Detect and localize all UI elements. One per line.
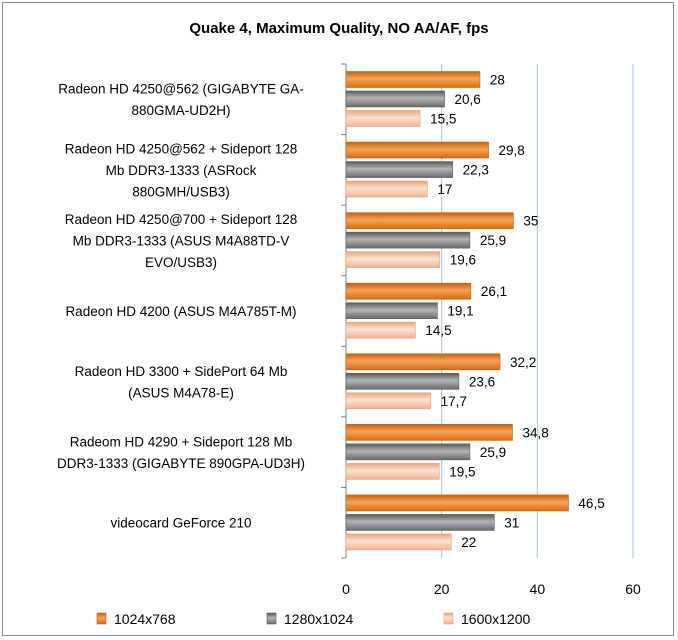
data-label: 31: [504, 515, 519, 530]
data-label: 25,9: [480, 445, 506, 460]
bar: [345, 392, 431, 410]
bar: [345, 110, 421, 127]
legend-label: 1280x1024: [284, 611, 354, 627]
bar: [345, 212, 514, 229]
bar: [345, 353, 501, 371]
legend-swatch: [266, 612, 277, 625]
data-label: 32,2: [510, 355, 536, 370]
bar: [345, 231, 471, 249]
category-axis: Radeon HD 4250@562 (GIGABYTE GA- 880GMA-U…: [57, 82, 305, 531]
legend: 1024x768 1280x1024 1600x1200: [96, 611, 531, 627]
bar: [345, 71, 481, 88]
bar: [345, 302, 438, 320]
bar: [345, 424, 513, 441]
category-label: Radeon HD 4200 (ASUS M4A785T-M): [65, 304, 296, 319]
category-label-line: EVO/USB3): [145, 255, 217, 270]
category-label-line: Radeon HD 4250@562 + Sideport 128: [65, 141, 298, 156]
data-label: 19,1: [447, 304, 473, 319]
tick-label: 60: [625, 581, 641, 597]
data-label: 28: [490, 73, 505, 88]
bar: [345, 180, 428, 198]
category-label: Radeon HD 4250@562 (GIGABYTE GA- 880GMA-U…: [58, 82, 304, 119]
tick-label: 0: [342, 581, 350, 597]
value-axis: 0 20 40 60: [342, 581, 641, 597]
data-label: 19,6: [450, 253, 476, 268]
category-label-line: Radeon HD 4250@700 + Sideport 128: [65, 212, 298, 227]
category-label: videocard GeForce 210: [110, 516, 251, 531]
bar: [345, 251, 441, 268]
data-label: 46,5: [578, 496, 604, 511]
bar: [345, 494, 569, 512]
bar: [345, 372, 460, 390]
bar: [345, 321, 416, 339]
data-label: 23,6: [469, 374, 495, 389]
bar: [345, 90, 445, 108]
category-label-line: Radeom HD 4290 + Sideport 128 Mb: [70, 434, 293, 449]
category-label-line: Mb DDR3-1333 (ASRock: [106, 163, 257, 178]
bar: [345, 141, 489, 159]
bar: [345, 443, 471, 461]
data-label: 14,5: [425, 323, 451, 338]
data-label: 29,8: [499, 143, 525, 158]
bar: [345, 282, 472, 300]
plot-area: 28 29,8 35 26,1 32,2 34,8 46,5 20,6 22,3 25,9 19,1…: [345, 71, 605, 551]
category-label: Radeon HD 4250@700 + Sideport 128 Mb DDR3…: [65, 212, 298, 270]
category-label: Radeon HD 4250@562 + Sideport 128 Mb DDR3…: [65, 141, 298, 199]
legend-swatch: [96, 612, 107, 625]
category-label: Radeom HD 4290 + Sideport 128 Mb DDR3-133…: [57, 434, 305, 471]
category-label-line: Radeon HD 4250@562 (GIGABYTE GA-: [58, 82, 304, 97]
bar: [345, 533, 452, 551]
category-label-line: 880GMA-UD2H): [131, 103, 230, 118]
data-label: 34,8: [522, 425, 548, 440]
category-label-line: Mb DDR3-1333 (ASUS M4A88TD-V: [73, 233, 290, 248]
data-label: 17,7: [441, 394, 467, 409]
category-label-line: Radeon HD 3300 + SidePort 64 Mb: [75, 364, 288, 379]
data-label: 19,5: [449, 464, 475, 479]
legend-swatch: [443, 612, 454, 625]
chart-title: Quake 4, Maximum Quality, NO AA/AF, fps: [189, 20, 488, 37]
data-label: 20,6: [455, 92, 481, 107]
bar: [345, 514, 495, 531]
category-label: Radeon HD 3300 + SidePort 64 Mb (ASUS M4A…: [75, 364, 288, 401]
tick-label: 40: [530, 581, 546, 597]
category-label-line: (ASUS M4A78-E): [128, 385, 234, 400]
data-label: 25,9: [480, 233, 506, 248]
bar: [345, 161, 453, 178]
legend-label: 1600x1200: [461, 611, 531, 627]
data-label: 26,1: [481, 284, 507, 299]
category-label-line: Radeon HD 4200 (ASUS M4A785T-M): [65, 304, 296, 319]
data-label: 35: [523, 214, 538, 229]
data-label: 22: [461, 535, 476, 550]
data-label: 22,3: [463, 163, 489, 178]
bar: [345, 463, 440, 480]
category-label-line: DDR3-1333 (GIGABYTE 890GPA-UD3H): [57, 456, 305, 471]
data-label: 17: [437, 182, 452, 197]
legend-label: 1024x768: [114, 611, 176, 627]
category-label-line: videocard GeForce 210: [110, 516, 251, 531]
tick-label: 20: [434, 581, 450, 597]
category-label-line: 880GMH/USB3): [132, 184, 230, 199]
data-label: 15,5: [430, 112, 456, 127]
